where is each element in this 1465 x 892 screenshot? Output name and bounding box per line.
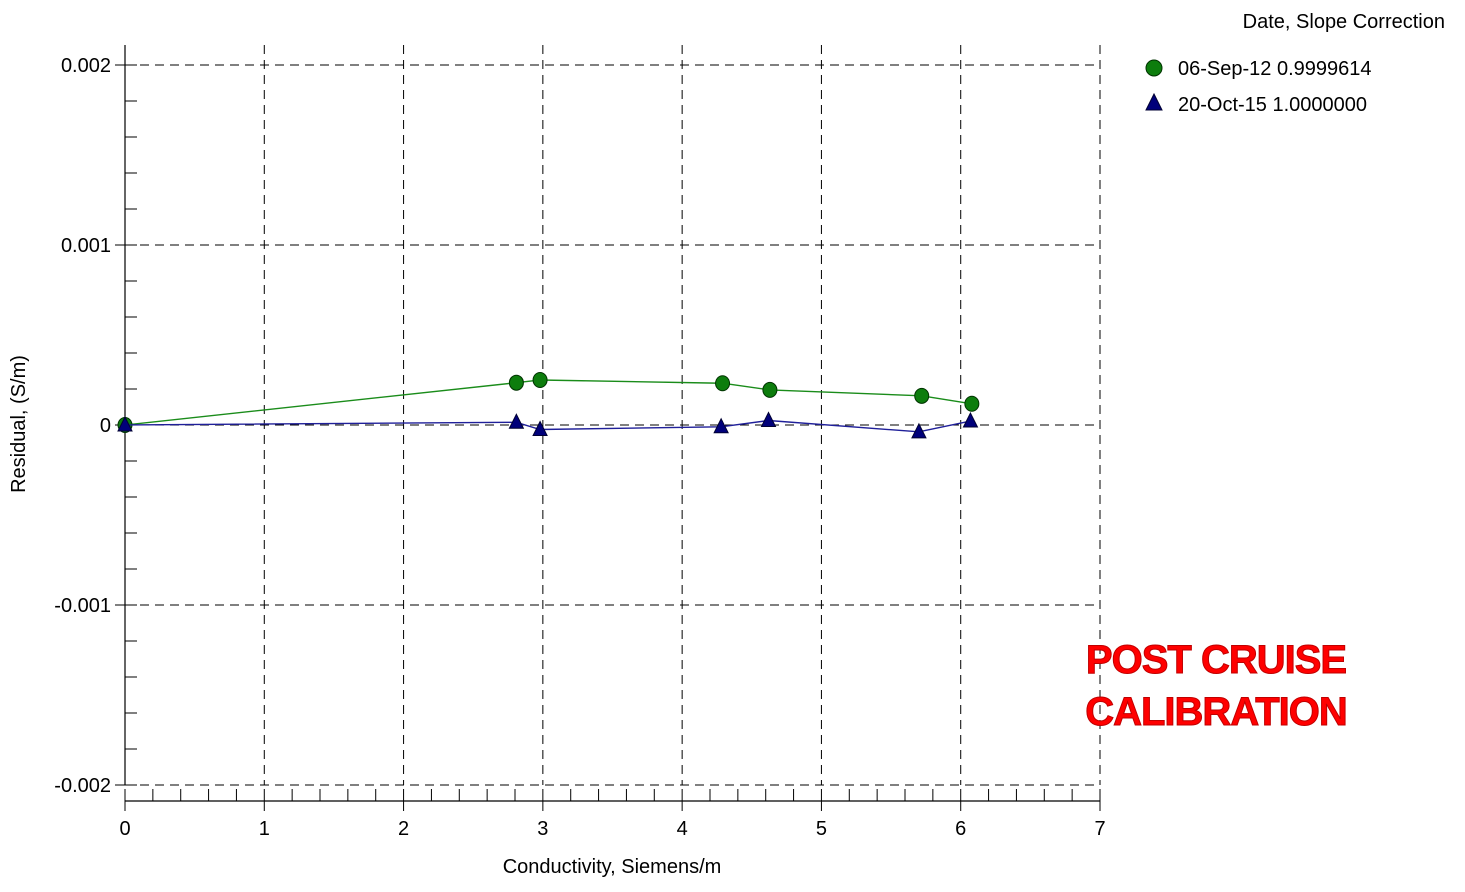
x-tick-label: 2: [398, 818, 409, 840]
series-2-point: [760, 411, 777, 427]
series-1-point: [715, 375, 731, 392]
series-2: [117, 411, 979, 439]
x-tick-label: 5: [816, 818, 827, 840]
y-tick-label: -0.001: [54, 595, 111, 617]
x-axis-title: Conductivity, Siemens/m: [503, 856, 722, 878]
y-tick-label: 0: [100, 415, 111, 437]
y-tick-label: -0.002: [54, 775, 111, 797]
series: [117, 372, 980, 439]
legend-entry-series-1: 06-Sep-12 0.9999614: [1178, 58, 1372, 80]
legend-title: Date, Slope Correction: [1243, 11, 1445, 33]
x-tick-label: 6: [955, 818, 966, 840]
series-2-point: [962, 411, 979, 428]
x-tick-label: 7: [1094, 818, 1105, 840]
legend: Date, Slope Correction 06-Sep-12 0.99996…: [1145, 11, 1445, 116]
x-tick-label: 1: [259, 818, 270, 840]
series-2-point: [911, 422, 927, 439]
series-1-point: [762, 381, 778, 398]
y-axis-title: Residual, (S/m): [8, 355, 30, 493]
series-1-line: [124, 379, 972, 426]
y-tick-label: 0.001: [61, 235, 111, 257]
series-1-point: [914, 387, 930, 404]
series-1-point: [532, 372, 548, 388]
series-1-point: [508, 374, 524, 391]
axes: 0.002 0.001 0 -0.001 -0.002 0 1 2 3 4 5 6 7: [54, 45, 1106, 840]
series-2-point: [508, 413, 525, 429]
post-cruise-calibration-stamp: POST CRUISE CALIBRATION: [1085, 638, 1349, 735]
grid: [125, 45, 1101, 786]
y-tick-label: 0.002: [61, 55, 111, 77]
x-tick-label: 3: [537, 818, 548, 840]
series-2-line: [124, 419, 971, 433]
stamp-line-1: POST CRUISE: [1086, 638, 1346, 682]
series-1-point: [964, 395, 980, 412]
legend-marker-triangle-icon: [1145, 92, 1163, 111]
x-tick-label: 4: [677, 818, 688, 840]
series-2-point: [713, 417, 729, 434]
series-2-point: [117, 415, 133, 432]
legend-marker-circle-icon: [1145, 59, 1163, 77]
legend-entry-series-2: 20-Oct-15 1.0000000: [1178, 94, 1367, 116]
x-tick-label: 0: [119, 818, 130, 840]
stamp-line-2: CALIBRATION: [1085, 690, 1347, 734]
series-2-point: [532, 420, 548, 436]
